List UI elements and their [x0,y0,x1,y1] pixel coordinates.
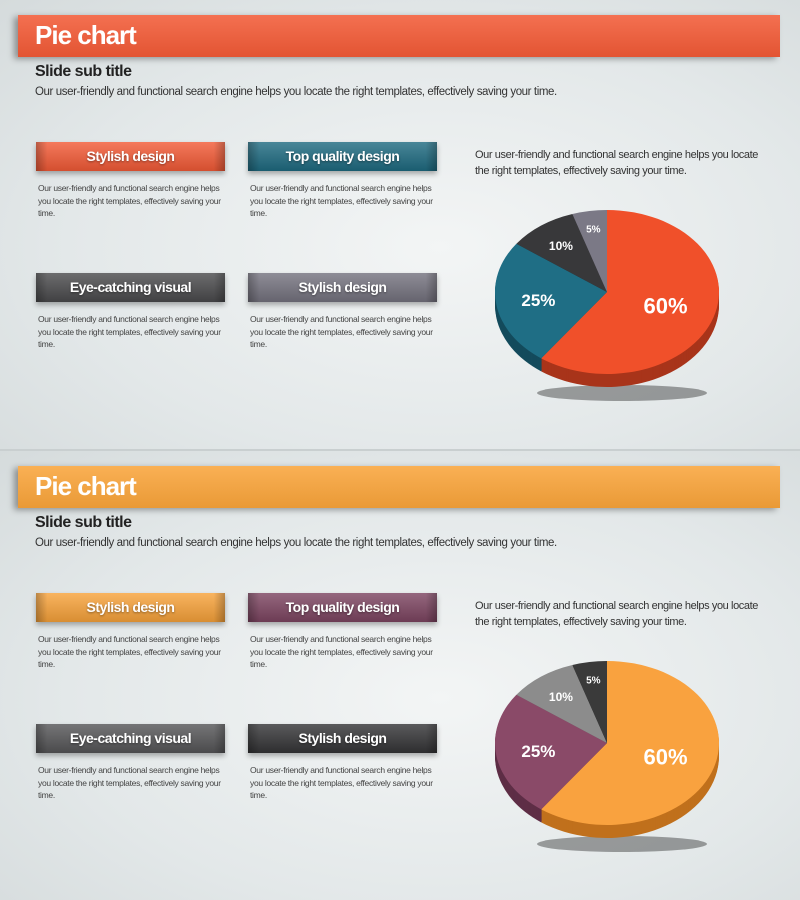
pie-label: 5% [586,224,601,235]
card-text: Our user-friendly and functional search … [38,634,221,669]
pie-label: 5% [586,675,601,686]
pie-slice-5pct [572,210,607,292]
pie-chart: 60% 25% 10% 5% [495,661,720,852]
pie-slice-10pct [516,665,607,743]
card-text: Our user-friendly and functional search … [250,314,433,349]
slide-1: Pie chart Slide sub title Our user-frien… [0,0,800,449]
pie-label: 10% [549,239,573,253]
card-label: Stylish design [36,593,225,622]
title-bar: Pie chart [18,466,780,508]
card-text: Our user-friendly and functional search … [38,765,221,800]
chart-description: Our user-friendly and functional search … [475,149,758,177]
pie-label: 60% [644,745,688,770]
slide-description: Our user-friendly and functional search … [35,537,557,549]
pie-label: 25% [521,291,555,310]
pie-slice-5pct [572,661,607,743]
slide-title: Pie chart [35,471,137,501]
card-label: Top quality design [248,142,437,171]
slide-title: Pie chart [35,20,137,50]
card-label: Top quality design [248,593,437,622]
card-label: Eye-catching visual [36,273,225,302]
pie-slice-60pct [541,210,720,374]
pie-slice-25pct [495,243,607,359]
card-text: Our user-friendly and functional search … [38,314,221,349]
card-label: Stylish design [248,273,437,302]
slide-subtitle: Slide sub title [35,514,132,531]
card-label: Stylish design [36,142,225,171]
title-bar: Pie chart [18,15,780,57]
slide-divider [0,449,800,451]
pie-label: 25% [521,742,555,761]
chart-description: Our user-friendly and functional search … [475,600,758,628]
card-label: Eye-catching visual [36,724,225,753]
pie-chart: 60% 25% 10% 5% [495,210,720,401]
card-text: Our user-friendly and functional search … [38,183,221,218]
pie-slice-10pct [516,214,607,292]
slide-description: Our user-friendly and functional search … [35,86,557,98]
pie-label: 10% [549,690,573,704]
pie-slice-60pct [541,661,720,825]
slide-2: Pie chart Slide sub title Our user-frien… [0,451,800,900]
slide-subtitle: Slide sub title [35,63,132,80]
card-text: Our user-friendly and functional search … [250,183,433,218]
card-text: Our user-friendly and functional search … [250,765,433,800]
card-label: Stylish design [248,724,437,753]
card-text: Our user-friendly and functional search … [250,634,433,669]
pie-label: 60% [644,294,688,319]
pie-shadow [537,836,707,852]
pie-shadow [537,385,707,401]
pie-slice-25pct [495,694,607,810]
